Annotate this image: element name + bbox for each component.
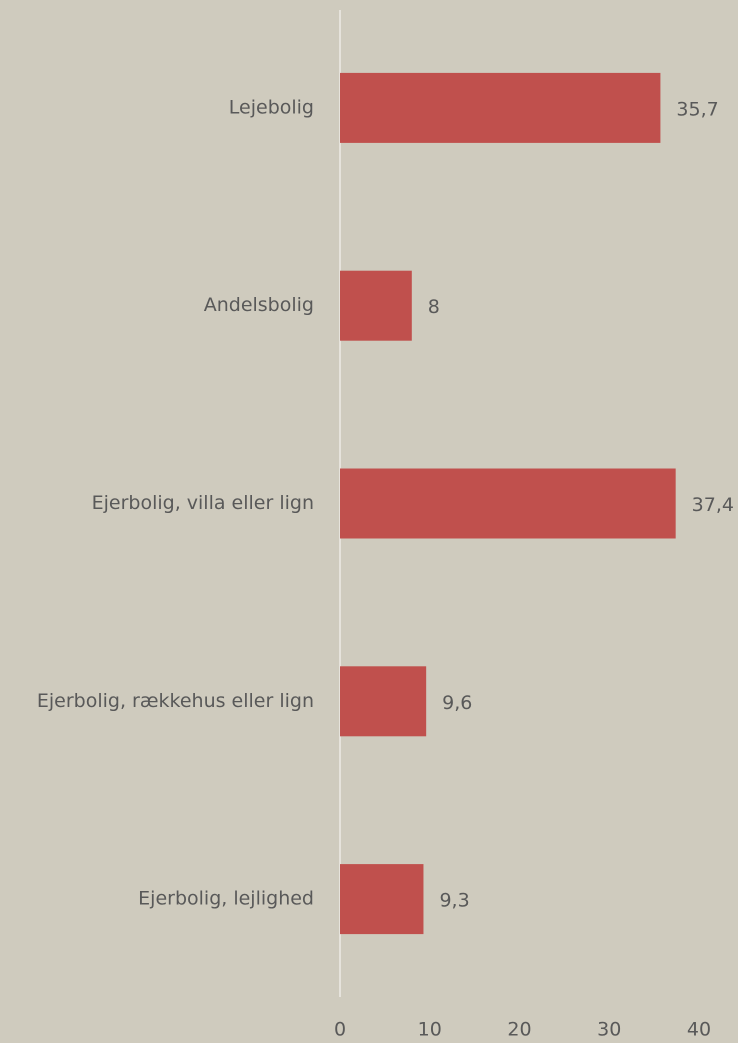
- x-tick-label: 0: [334, 1019, 346, 1041]
- data-label: 37,4: [692, 494, 734, 516]
- x-tick-label: 20: [507, 1019, 531, 1041]
- y-tick-label: Ejerbolig, rækkehus eller lign: [37, 690, 314, 712]
- y-tick-label: Lejebolig: [229, 96, 314, 118]
- bar: [340, 270, 412, 341]
- bar: [340, 72, 661, 143]
- bar: [340, 666, 427, 737]
- data-label: 8: [428, 296, 440, 318]
- y-tick-label: Andelsbolig: [204, 294, 314, 316]
- x-tick-label: 30: [597, 1019, 621, 1041]
- y-tick-label: Ejerbolig, lejlighed: [138, 888, 314, 910]
- x-tick-label: 40: [687, 1019, 711, 1041]
- data-label: 35,7: [676, 98, 718, 120]
- data-label: 9,6: [442, 692, 472, 714]
- bar: [340, 468, 676, 539]
- bar: [340, 864, 424, 935]
- x-tick-label: 10: [418, 1019, 442, 1041]
- data-label: 9,3: [439, 890, 469, 912]
- y-tick-label: Ejerbolig, villa eller lign: [92, 492, 314, 514]
